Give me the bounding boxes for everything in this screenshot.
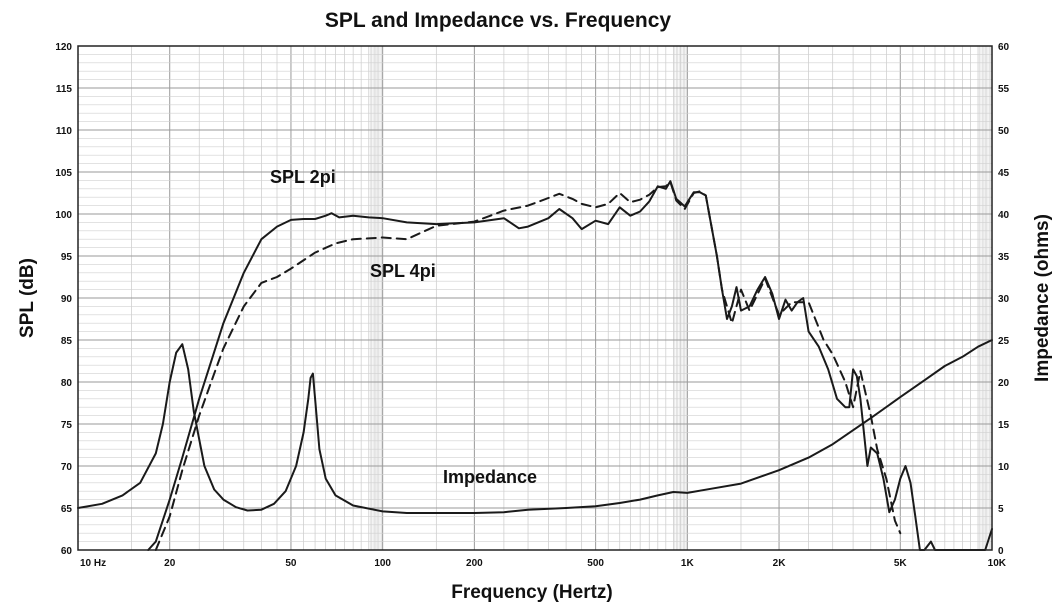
x-axis-title: Frequency (Hertz) bbox=[451, 582, 613, 603]
y-tick-label: 120 bbox=[55, 42, 72, 53]
x-tick-label: 5K bbox=[894, 558, 908, 569]
y2-tick-label: 25 bbox=[998, 336, 1010, 347]
x-tick-label: 500 bbox=[587, 558, 604, 569]
y2-tick-label: 5 bbox=[998, 504, 1004, 515]
y-tick-label: 90 bbox=[61, 294, 73, 305]
y2-tick-label: 50 bbox=[998, 126, 1010, 137]
y2-tick-label: 10 bbox=[998, 462, 1010, 473]
y-tick-label: 100 bbox=[55, 210, 72, 221]
x-tick-label: 10K bbox=[988, 558, 1007, 569]
y2-tick-label: 20 bbox=[998, 378, 1010, 389]
y2-tick-label: 15 bbox=[998, 420, 1010, 431]
y-tick-label: 60 bbox=[61, 546, 73, 557]
label-impedance: Impedance bbox=[443, 467, 537, 487]
x-tick-label: 1K bbox=[681, 558, 695, 569]
x-tick-label: 100 bbox=[374, 558, 391, 569]
x-tick-label: 50 bbox=[285, 558, 297, 569]
y-tick-label: 70 bbox=[61, 462, 73, 473]
y2-tick-label: 60 bbox=[998, 42, 1010, 53]
y2-tick-label: 0 bbox=[998, 546, 1004, 557]
y2-tick-label: 55 bbox=[998, 84, 1010, 95]
x-tick-label: 10 Hz bbox=[80, 558, 106, 569]
label-spl-4pi: SPL 4pi bbox=[370, 261, 436, 281]
series-spl-2pi bbox=[147, 180, 993, 551]
y-tick-label: 110 bbox=[56, 126, 73, 137]
tick-labels: 10 Hz 20 50 100 200 500 1K 2K 5K 10K6065707580859… bbox=[55, 42, 1009, 569]
series-lines bbox=[77, 180, 993, 551]
y-tick-label: 115 bbox=[56, 84, 73, 95]
chart-title: SPL and Impedance vs. Frequency bbox=[325, 9, 672, 32]
y2-tick-label: 40 bbox=[998, 210, 1010, 221]
x-tick-label: 2K bbox=[773, 558, 787, 569]
y2-tick-label: 35 bbox=[998, 252, 1010, 263]
y2-tick-label: 45 bbox=[998, 168, 1010, 179]
y-tick-label: 80 bbox=[61, 378, 73, 389]
grid bbox=[77, 45, 993, 551]
series-spl-4pi bbox=[154, 181, 902, 551]
y-tick-label: 95 bbox=[61, 252, 73, 263]
y-tick-label: 105 bbox=[55, 168, 72, 179]
x-tick-label: 200 bbox=[466, 558, 483, 569]
series-impedance bbox=[77, 339, 993, 514]
y2-axis-title: Impedance (ohms) bbox=[1032, 214, 1053, 382]
y-axis-title: SPL (dB) bbox=[17, 258, 38, 338]
y2-tick-label: 30 bbox=[998, 294, 1010, 305]
label-spl-2pi: SPL 2pi bbox=[270, 167, 336, 187]
y-tick-label: 75 bbox=[61, 420, 73, 431]
plot-frame bbox=[77, 45, 993, 551]
y-tick-label: 85 bbox=[61, 336, 73, 347]
x-tick-label: 20 bbox=[164, 558, 176, 569]
y-tick-label: 65 bbox=[61, 504, 73, 515]
